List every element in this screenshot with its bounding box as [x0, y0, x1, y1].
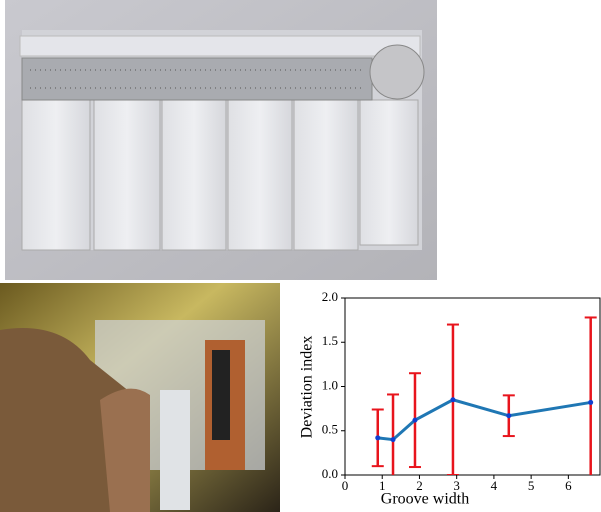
plot-frame — [344, 297, 601, 476]
y-axis-label: Deviation index — [299, 336, 316, 439]
point — [412, 417, 418, 423]
point — [390, 437, 396, 443]
point — [506, 413, 512, 419]
point — [588, 399, 594, 405]
x-tick-label: 4 — [491, 478, 498, 493]
y-tick-label: 0.5 — [322, 422, 338, 437]
photo-grooved-plates — [5, 0, 437, 280]
x-tick-label: 6 — [565, 478, 572, 493]
y-tick-label: 1.5 — [322, 333, 338, 348]
x-tick-label: 5 — [528, 478, 535, 493]
y-tick-label: 0.0 — [322, 466, 338, 481]
x-tick-label: 0 — [342, 478, 349, 493]
y-tick-label: 1.0 — [322, 377, 338, 392]
point — [450, 397, 456, 403]
x-axis-label: Groove width — [381, 491, 469, 508]
y-tick-label: 2.0 — [322, 289, 338, 304]
chart: Groove width Deviation index 0 1 2 3 4 5 6 0.0 0… — [299, 289, 601, 508]
line — [377, 398, 591, 442]
x-tick-label: 2 — [416, 478, 423, 493]
x-tick-label: 1 — [379, 478, 386, 493]
plot-area — [371, 316, 597, 475]
photo-apparatus — [0, 283, 280, 512]
point — [375, 435, 381, 441]
x-tick-label: 3 — [453, 478, 460, 493]
